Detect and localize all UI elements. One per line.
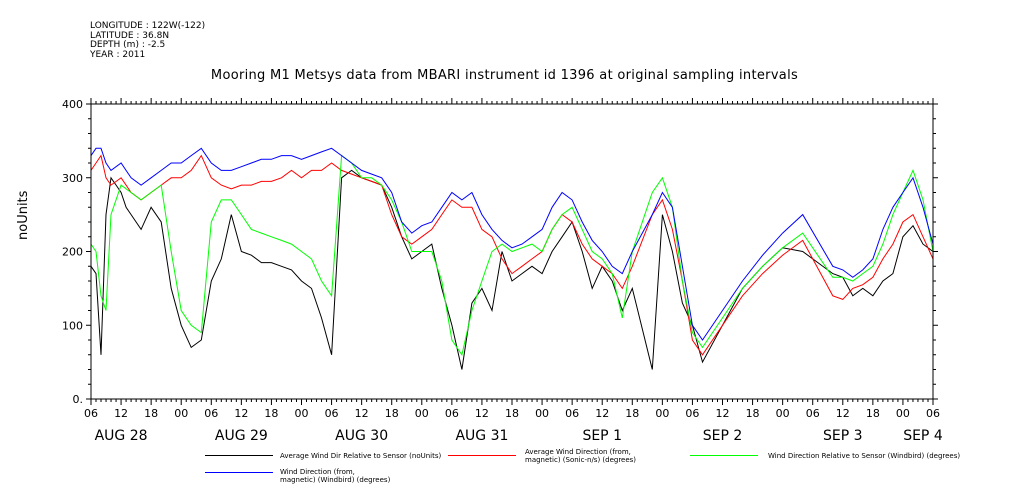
x-tick-label: 18 xyxy=(385,407,399,420)
x-tick-label: 00 xyxy=(174,407,188,420)
y-tick-label: 300 xyxy=(62,172,83,185)
legend-label: Wind Direction Relative to Sensor (Windb… xyxy=(768,452,961,460)
x-tick-label: 12 xyxy=(114,407,128,420)
legend-label: Average Wind Dir Relative to Sensor (noU… xyxy=(280,452,442,460)
x-tick-label: 12 xyxy=(836,407,850,420)
year-text: YEAR : 2011 xyxy=(90,49,146,60)
longitude-text: LONGITUDE : 122W(-122) xyxy=(90,21,206,31)
x-tick-label: 00 xyxy=(295,407,309,420)
x-day-label: AUG 28 xyxy=(95,428,148,444)
x-tick-label: 06 xyxy=(685,407,699,420)
x-tick-label: 18 xyxy=(264,407,278,420)
x-day-label: AUG 30 xyxy=(335,428,388,444)
y-tick-label: 100 xyxy=(62,319,83,332)
x-tick-label: 18 xyxy=(144,407,158,420)
x-tick-label: 00 xyxy=(896,407,910,420)
x-day-label: SEP 2 xyxy=(703,428,743,444)
x-tick-label: 00 xyxy=(535,407,549,420)
series-line-3 xyxy=(90,154,934,357)
x-tick-label: 06 xyxy=(325,407,339,420)
x-tick-label: 06 xyxy=(204,407,218,420)
metadata-block: LONGITUDE : 122W(-122) LATITUDE : 36.8N … xyxy=(90,21,206,60)
series-line-2 xyxy=(90,154,934,356)
x-tick-label: 00 xyxy=(415,407,429,420)
x-tick-label: 18 xyxy=(866,407,880,420)
x-tick-label: 12 xyxy=(595,407,609,420)
y-tick-label: 0. xyxy=(73,393,84,406)
chart-title: Mooring M1 Metsys data from MBARI instru… xyxy=(210,68,799,83)
legend-swatch xyxy=(205,472,273,473)
latitude-text: LATITUDE : 36.8N xyxy=(90,30,170,41)
legend-swatch xyxy=(448,455,516,456)
x-tick-label: 12 xyxy=(716,407,730,420)
depth-text: DEPTH (m) : -2.5 xyxy=(90,40,166,50)
x-day-label: SEP 1 xyxy=(582,428,622,444)
x-tick-label: 00 xyxy=(776,407,790,420)
x-day-label: SEP 4 xyxy=(903,428,943,444)
x-tick-label: 18 xyxy=(746,407,760,420)
legend-swatch xyxy=(690,455,758,456)
x-tick-label: 06 xyxy=(565,407,579,420)
x-tick-label: 18 xyxy=(505,407,519,420)
x-tick-label: 12 xyxy=(355,407,369,420)
x-tick-label: 06 xyxy=(926,407,940,420)
x-tick-label: 06 xyxy=(806,407,820,420)
x-day-label: AUG 31 xyxy=(455,428,508,444)
x-tick-label: 06 xyxy=(84,407,98,420)
x-tick-label: 06 xyxy=(445,407,459,420)
x-tick-label: 18 xyxy=(625,407,639,420)
y-tick-label: 400 xyxy=(62,98,83,111)
x-day-label: SEP 3 xyxy=(823,428,863,444)
legend-label: Wind Direction (from, magnetic) (Windbir… xyxy=(280,468,391,484)
series-line-4 xyxy=(90,147,934,341)
legend-swatch xyxy=(205,455,273,456)
series-line-1 xyxy=(90,169,934,370)
x-tick-label: 12 xyxy=(475,407,489,420)
x-tick-label: 12 xyxy=(234,407,248,420)
x-tick-label: 00 xyxy=(655,407,669,420)
x-day-label: AUG 29 xyxy=(215,428,268,444)
y-tick-label: 200 xyxy=(62,246,83,259)
legend-label: Average Wind Direction (from, magnetic) … xyxy=(525,448,637,464)
